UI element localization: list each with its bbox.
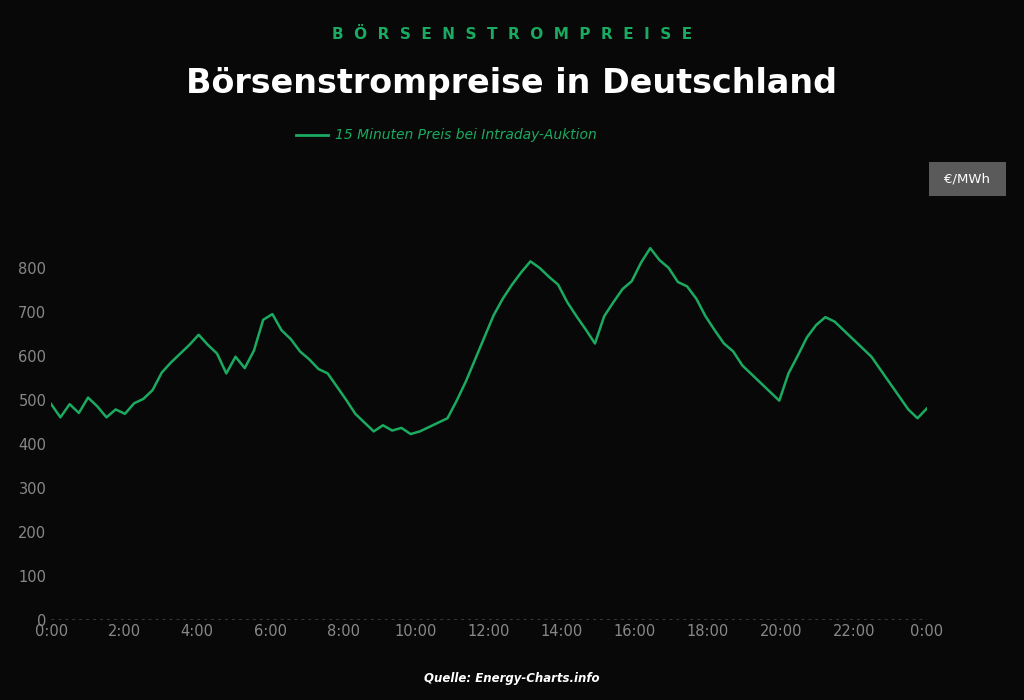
- Text: €/MWh: €/MWh: [944, 173, 990, 186]
- Text: Börsenstrompreise in Deutschland: Börsenstrompreise in Deutschland: [186, 66, 838, 99]
- Text: 15 Minuten Preis bei Intraday-Auktion: 15 Minuten Preis bei Intraday-Auktion: [335, 128, 597, 142]
- Text: B  Ö  R  S  E  N  S  T  R  O  M  P  R  E  I  S  E: B Ö R S E N S T R O M P R E I S E: [332, 27, 692, 41]
- FancyBboxPatch shape: [925, 161, 1010, 197]
- Text: Quelle: Energy-Charts.info: Quelle: Energy-Charts.info: [424, 671, 600, 685]
- Text: €/MWh: €/MWh: [944, 173, 989, 186]
